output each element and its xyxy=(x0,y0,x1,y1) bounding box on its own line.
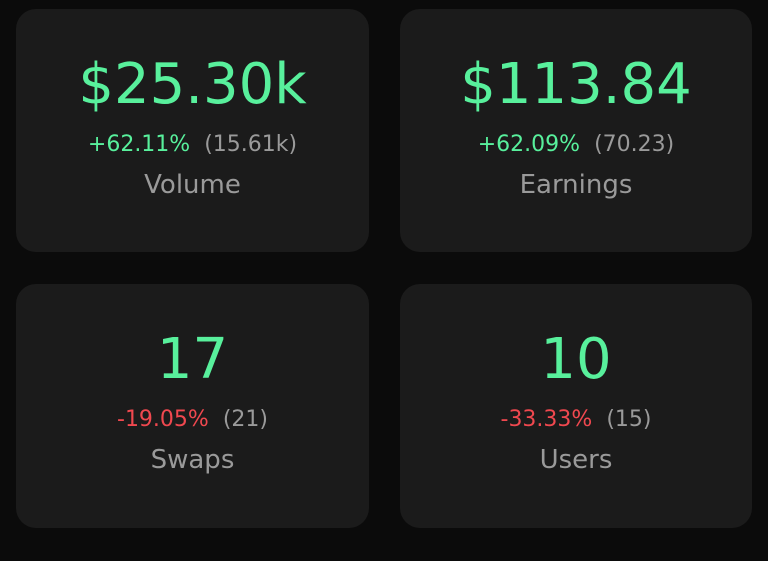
stat-previous-value: (15) xyxy=(606,407,652,432)
stat-label: Users xyxy=(539,445,613,475)
stat-change-percent: -19.05% xyxy=(117,407,209,432)
stat-card-users: 10 -33.33% (15) Users xyxy=(400,284,752,528)
stat-previous-value: (15.61k) xyxy=(204,132,298,157)
stat-change-row: +62.09% (70.23) xyxy=(400,131,752,159)
stat-value: 17 xyxy=(156,327,229,392)
stat-card-swaps: 17 -19.05% (21) Swaps xyxy=(16,284,369,528)
stat-value: $113.84 xyxy=(460,52,692,117)
stat-card-earnings: $113.84 +62.09% (70.23) Earnings xyxy=(400,9,752,252)
stat-value: $25.30k xyxy=(78,52,307,117)
stat-change-percent: +62.11% xyxy=(87,132,191,157)
stat-card-volume: $25.30k +62.11% (15.61k) Volume xyxy=(16,9,369,252)
stat-change-row: +62.11% (15.61k) xyxy=(16,131,369,159)
stat-change-percent: -33.33% xyxy=(500,407,593,432)
stat-change-row: -19.05% (21) xyxy=(16,406,369,434)
stat-change-row: -33.33% (15) xyxy=(400,406,752,434)
stat-label: Volume xyxy=(144,170,241,200)
stat-previous-value: (21) xyxy=(222,407,268,432)
stat-previous-value: (70.23) xyxy=(594,132,675,157)
stat-value: 10 xyxy=(540,327,612,392)
stat-label: Swaps xyxy=(150,445,235,475)
stat-label: Earnings xyxy=(519,170,633,200)
stat-change-percent: +62.09% xyxy=(477,132,581,157)
